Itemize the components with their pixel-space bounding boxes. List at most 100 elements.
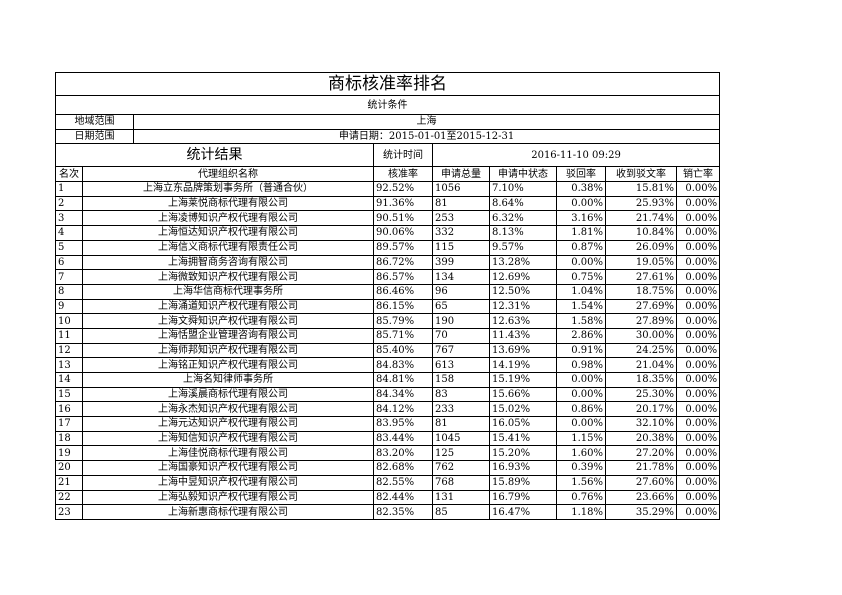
cell-rank: 15 [55, 386, 83, 403]
cell-pending-rate: 15.41% [489, 430, 557, 447]
cell-agency-name: 上海涌道知识产权代理有限公司 [82, 298, 374, 315]
cell-rank: 23 [55, 504, 83, 520]
cell-total-applications: 332 [432, 225, 490, 241]
table-row: 13 上海铭正知识产权代理有限公司 84.83% 613 14.19% 0.98% 21.0… [55, 357, 721, 373]
cell-agency-name: 上海凌博知识产权代理有限公司 [82, 210, 374, 227]
cell-lapse-rate: 0.00% [675, 445, 721, 462]
cell-pending-rate: 8.13% [489, 225, 557, 241]
cell-rank: 2 [55, 195, 83, 212]
cell-rank: 21 [55, 474, 83, 491]
col-approval-rate: 核准率 [373, 166, 433, 183]
cell-lapse-rate: 0.00% [675, 474, 721, 491]
cell-rejection-rate: 1.04% [556, 283, 606, 300]
cell-rejection-rate: 0.87% [556, 239, 606, 256]
cell-pending-rate: 16.93% [489, 460, 557, 476]
cell-rejection-rate: 1.56% [556, 474, 606, 491]
table-row: 1 上海立东品牌策划事务所（普通合伙） 92.52% 1056 7.10% 0.38% 15… [55, 181, 721, 197]
cell-pending-rate: 16.79% [489, 489, 557, 506]
table-row: 14 上海名知律师事务所 84.81% 158 15.19% 0.00% 18.35% 0.0… [55, 372, 721, 388]
table-row: 6 上海拥智商务咨询有限公司 86.72% 399 13.28% 0.00% 19.05% 0… [55, 254, 721, 271]
col-rank: 名次 [55, 166, 83, 183]
cell-lapse-rate: 0.00% [675, 254, 721, 271]
cell-pending-rate: 12.69% [489, 269, 557, 285]
table-row: 18 上海知信知识产权代理有限公司 83.44% 1045 15.41% 1.15% 20.… [55, 430, 721, 447]
cell-office-action-rate: 20.17% [605, 401, 677, 418]
cell-total-applications: 190 [432, 313, 490, 329]
cell-approval-rate: 86.46% [373, 283, 433, 300]
cell-rank: 11 [55, 327, 83, 344]
cell-total-applications: 1045 [432, 430, 490, 447]
table-row: 20 上海国豪知识产权代理有限公司 82.68% 762 16.93% 0.39% 21.7… [55, 460, 721, 476]
cell-agency-name: 上海中昱知识产权代理有限公司 [82, 474, 374, 491]
cell-approval-rate: 90.06% [373, 225, 433, 241]
cell-rank: 17 [55, 416, 83, 432]
cell-agency-name: 上海名知律师事务所 [82, 372, 374, 388]
cell-lapse-rate: 0.00% [675, 357, 721, 373]
cell-agency-name: 上海拥智商务咨询有限公司 [82, 254, 374, 271]
cell-lapse-rate: 0.00% [675, 225, 721, 241]
cell-lapse-rate: 0.00% [675, 327, 721, 344]
table-row: 23 上海新惠商标代理有限公司 82.35% 85 16.47% 1.18% 35.29% 0… [55, 504, 721, 520]
cell-approval-rate: 85.71% [373, 327, 433, 344]
cell-pending-rate: 16.47% [489, 504, 557, 520]
cell-office-action-rate: 23.66% [605, 489, 677, 506]
cell-total-applications: 96 [432, 283, 490, 300]
cell-pending-rate: 12.31% [489, 298, 557, 315]
cell-rejection-rate: 1.58% [556, 313, 606, 329]
col-rejection-rate: 驳回率 [556, 166, 606, 183]
cell-pending-rate: 12.63% [489, 313, 557, 329]
cell-rank: 18 [55, 430, 83, 447]
cell-rank: 22 [55, 489, 83, 506]
cell-approval-rate: 84.81% [373, 372, 433, 388]
cell-rank: 16 [55, 401, 83, 418]
cell-rank: 4 [55, 225, 83, 241]
cell-rank: 8 [55, 283, 83, 300]
cell-approval-rate: 84.12% [373, 401, 433, 418]
cell-approval-rate: 90.51% [373, 210, 433, 227]
cell-total-applications: 81 [432, 416, 490, 432]
cell-lapse-rate: 0.00% [675, 386, 721, 403]
cell-lapse-rate: 0.00% [675, 283, 721, 300]
table-row: 17 上海元达知识产权代理有限公司 83.95% 81 16.05% 0.00% 32.10… [55, 416, 721, 432]
cell-office-action-rate: 27.69% [605, 298, 677, 315]
cell-total-applications: 115 [432, 239, 490, 256]
cell-pending-rate: 15.02% [489, 401, 557, 418]
cell-office-action-rate: 27.89% [605, 313, 677, 329]
cell-rejection-rate: 0.00% [556, 254, 606, 271]
table-row: 2 上海莱悦商标代理有限公司 91.36% 81 8.64% 0.00% 25.93% 0.0… [55, 195, 721, 212]
table-row: 9 上海涌道知识产权代理有限公司 86.15% 65 12.31% 1.54% 27.69%… [55, 298, 721, 315]
cell-office-action-rate: 18.35% [605, 372, 677, 388]
cell-rejection-rate: 0.76% [556, 489, 606, 506]
cell-approval-rate: 84.83% [373, 357, 433, 373]
cell-agency-name: 上海永杰知识产权代理有限公司 [82, 401, 374, 418]
cell-office-action-rate: 27.20% [605, 445, 677, 462]
table-row: 22 上海弘毅知识产权代理有限公司 82.44% 131 16.79% 0.76% 23.6… [55, 489, 721, 506]
cell-rank: 3 [55, 210, 83, 227]
cell-pending-rate: 11.43% [489, 327, 557, 344]
cell-office-action-rate: 21.04% [605, 357, 677, 373]
cell-approval-rate: 82.44% [373, 489, 433, 506]
cell-rank: 19 [55, 445, 83, 462]
cell-approval-rate: 89.57% [373, 239, 433, 256]
cell-total-applications: 613 [432, 357, 490, 373]
col-lapse-rate: 销亡率 [675, 166, 721, 183]
cell-rank: 12 [55, 342, 83, 359]
cell-office-action-rate: 26.09% [605, 239, 677, 256]
cell-approval-rate: 86.72% [373, 254, 433, 271]
cell-total-applications: 762 [432, 460, 490, 476]
cell-total-applications: 1056 [432, 181, 490, 197]
cell-total-applications: 70 [432, 327, 490, 344]
cell-total-applications: 399 [432, 254, 490, 271]
table-row: 19 上海佳悦商标代理有限公司 83.20% 125 15.20% 1.60% 27.20%… [55, 445, 721, 462]
cell-office-action-rate: 25.93% [605, 195, 677, 212]
cell-office-action-rate: 35.29% [605, 504, 677, 520]
result-header: 统计结果 [55, 143, 374, 168]
cell-rejection-rate: 3.16% [556, 210, 606, 227]
col-office-action-rate: 收到驳文率 [605, 166, 677, 183]
table-row: 16 上海永杰知识产权代理有限公司 84.12% 233 15.02% 0.86% 20.1… [55, 401, 721, 418]
cell-approval-rate: 83.95% [373, 416, 433, 432]
cell-lapse-rate: 0.00% [675, 239, 721, 256]
cell-rank: 7 [55, 269, 83, 285]
cell-approval-rate: 86.15% [373, 298, 433, 315]
cell-rejection-rate: 1.60% [556, 445, 606, 462]
